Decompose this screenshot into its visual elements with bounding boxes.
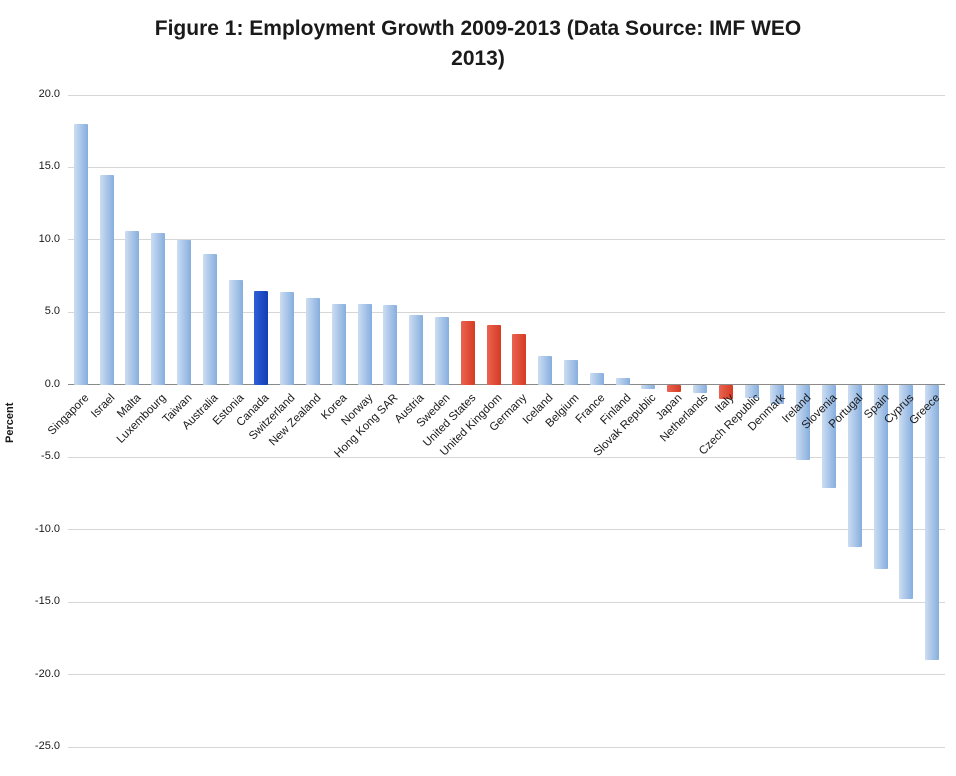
chart-title-line-2: 2013): [451, 47, 505, 70]
gridline: [68, 456, 945, 458]
bar-belgium: [563, 360, 578, 385]
y-tick-label: -10.0: [34, 522, 60, 535]
bar-malta: [125, 231, 140, 385]
bar-estonia: [228, 280, 243, 385]
bar-czech-republic: [744, 384, 759, 398]
gridline: [68, 239, 945, 241]
y-tick-label: 5.0: [44, 305, 60, 318]
bar-luxembourg: [151, 232, 166, 385]
y-tick-label: 0.0: [44, 377, 60, 390]
bar-italy: [718, 384, 733, 400]
bar-ireland: [796, 384, 811, 461]
y-tick-label: -5.0: [41, 450, 60, 463]
gridline: [68, 311, 945, 313]
zero-axis-line: [68, 384, 945, 386]
gridline: [68, 529, 945, 531]
chart-title-line-1: Figure 1: Employment Growth 2009-2013 (D…: [154, 17, 802, 40]
y-tick-label: 10.0: [38, 232, 60, 245]
bar-germany: [512, 334, 527, 385]
bar-norway: [357, 303, 372, 385]
bar-slovak-republic: [641, 384, 656, 390]
y-tick-label: -25.0: [34, 740, 60, 752]
bar-united-kingdom: [486, 325, 501, 385]
y-tick-label: -15.0: [34, 595, 60, 608]
bar-taiwan: [177, 239, 192, 385]
gridline: [68, 674, 945, 676]
gridline: [68, 601, 945, 603]
chart-title: Figure 1: Employment Growth 2009-2013 (D…: [0, 14, 956, 74]
bar-canada: [254, 290, 269, 385]
bar-united-states: [460, 321, 475, 385]
bar-netherlands: [692, 384, 707, 394]
bar-portugal: [847, 384, 862, 548]
bar-finland: [615, 377, 630, 385]
y-tick-label: 15.0: [38, 160, 60, 173]
bar-spain: [873, 384, 888, 569]
bar-korea: [331, 303, 346, 385]
bar-australia: [202, 254, 217, 385]
bar-hong-kong-sar: [383, 305, 398, 385]
bar-slovenia: [821, 384, 836, 488]
bar-switzerland: [280, 292, 295, 385]
bar-greece: [925, 384, 940, 661]
gridline: [68, 166, 945, 168]
bar-sweden: [435, 316, 449, 385]
bar-cyprus: [899, 384, 914, 600]
bar-new-zealand: [306, 297, 321, 385]
gridline: [68, 746, 945, 748]
bar-japan: [667, 384, 682, 392]
y-tick-label: -20.0: [34, 667, 60, 680]
bar-austria: [409, 315, 424, 385]
bar-denmark: [770, 384, 785, 404]
bar-france: [589, 373, 604, 385]
y-tick-label: 20.0: [38, 88, 60, 100]
bar-iceland: [538, 355, 553, 385]
gridline: [68, 94, 945, 96]
bar-israel: [99, 174, 114, 385]
bar-singapore: [73, 123, 88, 385]
